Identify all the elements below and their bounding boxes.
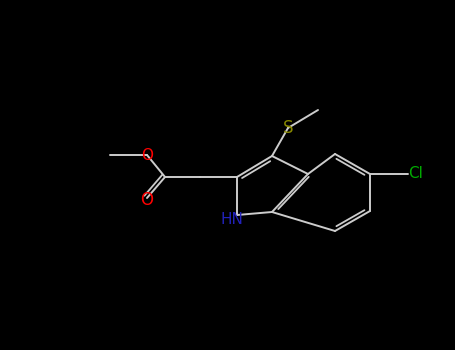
Text: O: O [141, 191, 153, 209]
Text: O: O [141, 147, 153, 162]
Text: S: S [283, 119, 293, 137]
Text: Cl: Cl [409, 167, 424, 182]
Text: HN: HN [221, 212, 243, 228]
